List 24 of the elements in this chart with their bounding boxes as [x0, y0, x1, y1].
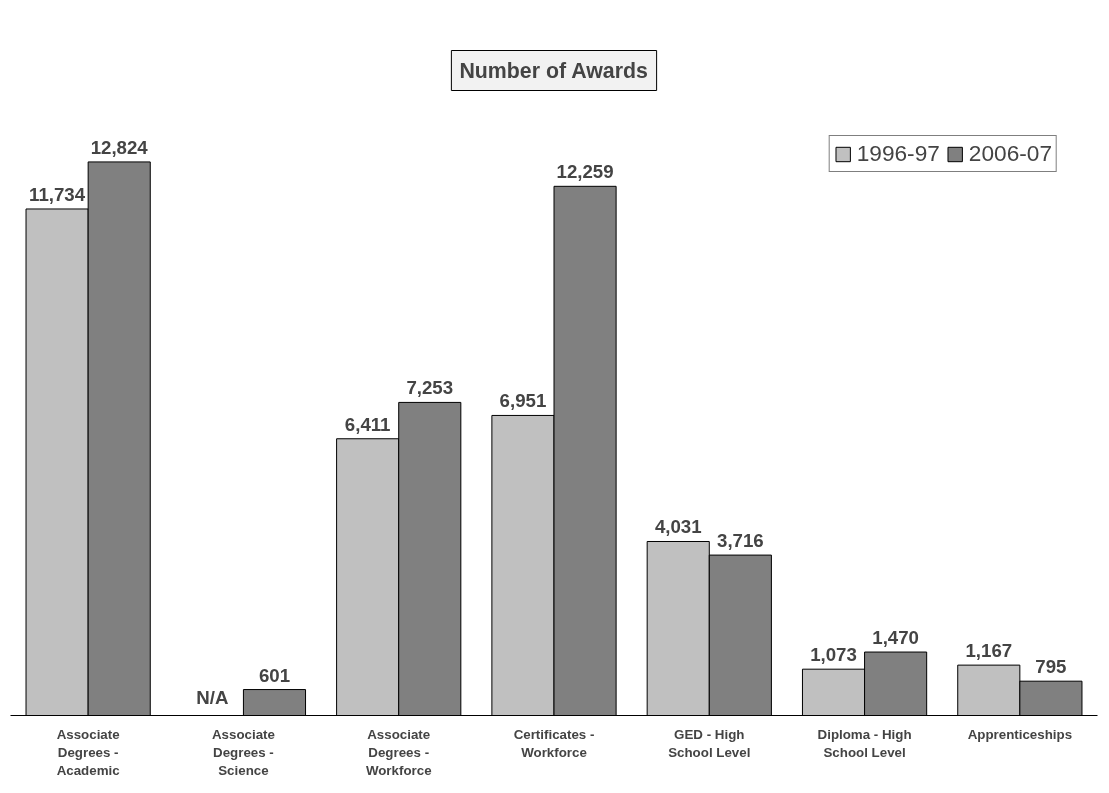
- data-label: 12,259: [556, 161, 614, 183]
- data-label: 6,951: [499, 390, 547, 412]
- x-tick-label: Apprenticeships: [967, 726, 1073, 742]
- data-label: 795: [1035, 656, 1067, 678]
- data-label: 4,031: [654, 516, 702, 538]
- data-label: 3,716: [717, 530, 764, 552]
- data-label: 601: [258, 664, 291, 686]
- data-label: 1,167: [965, 640, 1013, 662]
- chart-title: Number of Awards: [459, 58, 648, 83]
- x-tick-label: Diploma - High School Level: [817, 726, 912, 760]
- x-tick-label: GED - High School Level: [668, 726, 751, 760]
- x-tick-label: Associate Degrees - Workforce: [365, 726, 432, 778]
- data-label: 11,734: [29, 183, 86, 205]
- x-tick-label: Associate Degrees - Academic: [56, 726, 121, 778]
- x-tick-label: Certificates - Workforce: [513, 726, 595, 760]
- data-label: 1,470: [872, 627, 919, 649]
- data-label: 6,411: [344, 413, 391, 435]
- legend-label: 1996-97: [856, 140, 940, 167]
- data-label: 1,073: [810, 644, 857, 666]
- data-label: 7,253: [406, 377, 454, 399]
- legend-label: 2006-07: [968, 140, 1052, 167]
- x-tick-label: Associate Degrees - Science: [211, 726, 275, 778]
- text: N/A: [196, 686, 229, 708]
- data-label: 12,824: [90, 136, 149, 158]
